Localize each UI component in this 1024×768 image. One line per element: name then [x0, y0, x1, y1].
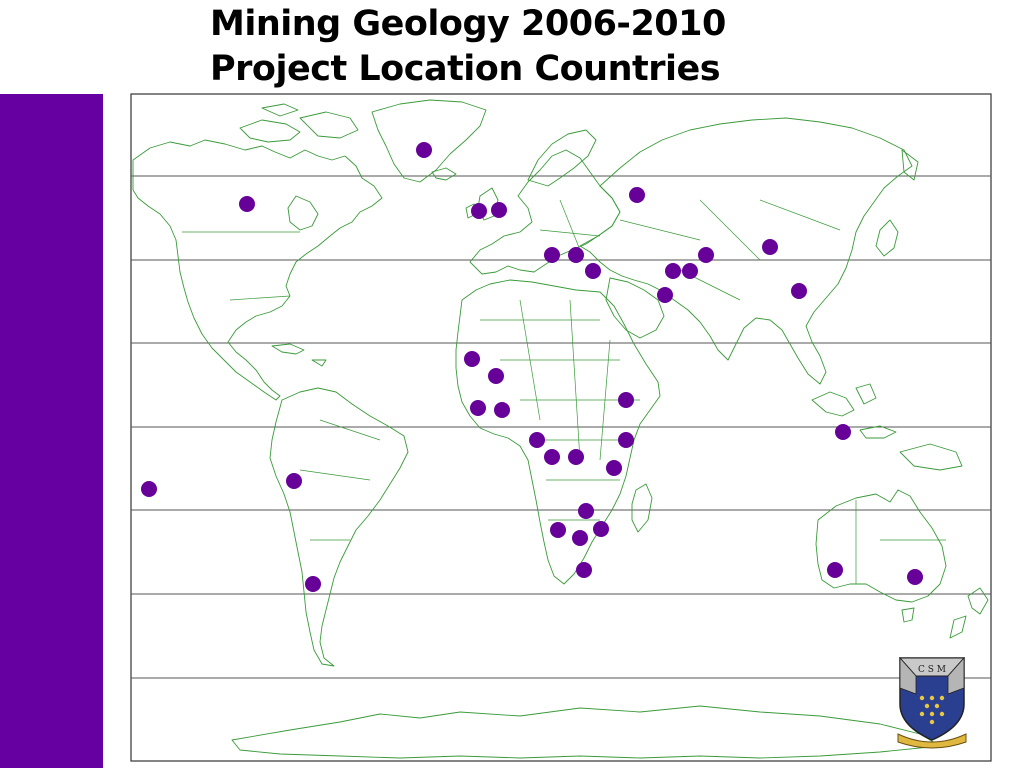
location-marker-indonesia: [835, 424, 851, 440]
location-marker-mali: [488, 368, 504, 384]
country-borders: [182, 199, 946, 584]
location-marker-new-south-wales: [907, 569, 923, 585]
scandinavia: [527, 129, 597, 187]
location-marker-sierra-leone: [470, 400, 486, 416]
location-marker-united-kingdom: [491, 202, 507, 218]
location-marker-zambia: [578, 503, 594, 519]
caribbean: [271, 343, 327, 367]
new-zealand: [949, 587, 989, 639]
location-marker-peru: [286, 473, 302, 489]
southeast-asia-islands: [811, 383, 963, 471]
iceland: [431, 167, 457, 181]
asia: [579, 117, 913, 385]
slide-title: Mining Geology 2006-2010 Project Locatio…: [210, 2, 726, 92]
hudson-bay: [287, 195, 319, 231]
location-marker-western-australia: [827, 562, 843, 578]
japan: [875, 219, 899, 257]
antarctica: [231, 705, 941, 759]
australia: [815, 489, 947, 603]
title-line-1: Mining Geology 2006-2010: [210, 4, 726, 44]
arabia: [605, 277, 665, 339]
africa: [455, 279, 661, 585]
location-marker-afghanistan: [657, 287, 673, 303]
location-marker-kyrgyzstan: [682, 263, 698, 279]
location-marker-kenya: [618, 432, 634, 448]
location-marker-greenland: [416, 142, 432, 158]
location-marker-namibia: [550, 522, 566, 538]
south-america: [269, 387, 409, 667]
location-marker-gabon: [544, 449, 560, 465]
location-marker-ghana: [494, 402, 510, 418]
arctic-islands: [239, 103, 359, 143]
title-line-2: Project Location Countries: [210, 49, 721, 89]
coastlines: [132, 99, 989, 759]
location-marker-serbia: [568, 247, 584, 263]
location-marker-ethiopia: [618, 392, 634, 408]
location-marker-botswana: [572, 530, 588, 546]
kamchatka: [901, 149, 919, 181]
location-marker-hawaii: [141, 481, 157, 497]
location-marker-south-africa: [576, 562, 592, 578]
location-marker-canada: [239, 196, 255, 212]
location-marker-mauritania: [464, 351, 480, 367]
location-marker-democratic-republic-of-the-congo: [568, 449, 584, 465]
madagascar: [631, 483, 653, 533]
greenland: [371, 99, 487, 183]
location-marker-uzbekistan: [665, 263, 681, 279]
location-marker-kazakhstan: [698, 247, 714, 263]
location-marker-tanzania: [606, 460, 622, 476]
tasmania: [901, 607, 915, 623]
location-marker-ireland: [471, 203, 487, 219]
location-marker-italy: [544, 247, 560, 263]
location-marker-turkey: [585, 263, 601, 279]
accent-bar: [0, 94, 103, 768]
location-marker-cameroon: [529, 432, 545, 448]
location-marker-russia: [629, 187, 645, 203]
location-marker-chile: [305, 576, 321, 592]
project-markers: [141, 142, 923, 592]
location-marker-zimbabwe: [593, 521, 609, 537]
crest-letters: C S M: [918, 665, 946, 675]
location-marker-mongolia: [762, 239, 778, 255]
location-marker-china: [791, 283, 807, 299]
crest-logo: C S M: [897, 656, 967, 749]
latitude-lines: [131, 175, 991, 679]
north-america: [132, 139, 383, 401]
